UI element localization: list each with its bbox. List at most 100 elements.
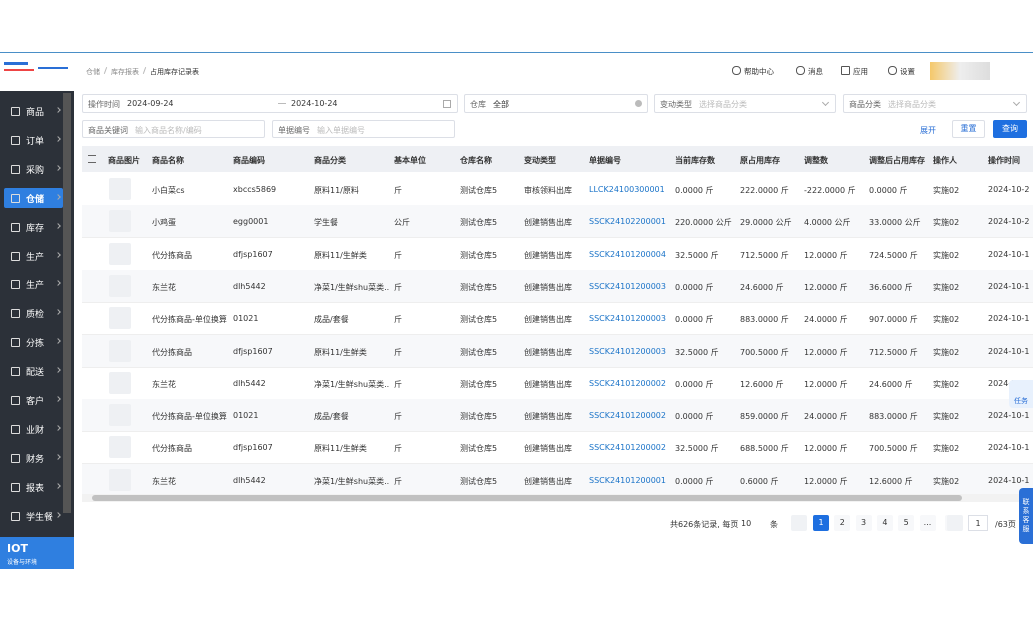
action-icon [796,66,805,75]
prev-button[interactable] [791,515,807,531]
column-header[interactable]: 操作时间 [988,156,1020,165]
filter-field[interactable]: 单据编号 输入单据编号 [272,120,455,138]
menu-icon [11,309,20,319]
filter-field[interactable]: 商品分类 选择商品分类 [843,94,1027,113]
cell[interactable]: LLCK24100300001 [589,185,665,194]
cell[interactable]: SSCK24101200004 [589,249,666,259]
action-label[interactable]: 帮助中心 [744,67,774,76]
column-header[interactable]: 商品编码 [233,156,265,165]
cell[interactable]: SSCK24101200002 [589,411,666,421]
column-header[interactable]: 变动类型 [524,156,556,165]
dropdown-arrow [821,98,830,107]
cell[interactable]: SSCK24102200001 [589,217,666,227]
column-header[interactable]: 基本单位 [394,156,426,165]
menu-icon [11,396,20,405]
cell: 724.5000 斤 [869,250,918,260]
clear-icon[interactable] [635,100,642,107]
menu-item[interactable]: 生产 [0,246,63,266]
column-header[interactable]: 仓库名称 [460,156,492,165]
column-header[interactable]: 单据编号 [589,156,621,165]
action-label[interactable]: 设置 [900,67,915,76]
menu-item[interactable]: 配送 [0,361,63,381]
cell: 创建销售出库 [524,347,572,357]
menu-label: 商品 [26,108,45,118]
next-button[interactable] [947,515,963,531]
cell: egg0001 [233,217,269,227]
page-button[interactable]: 1 [813,515,829,531]
menu-item[interactable]: 订单 [0,130,63,150]
column-header[interactable]: 调整数 [804,156,828,165]
page-button[interactable]: 4 [876,515,893,531]
breadcrumb-item[interactable]: 库存报表 [111,68,139,76]
cell: 24.6000 斤 [740,282,784,292]
cell[interactable]: SSCK24101200003 [589,346,666,356]
cell[interactable]: SSCK24101200003 [589,314,666,324]
avatar[interactable] [930,62,990,80]
page-size-select[interactable]: 10 [737,515,767,531]
filter-field[interactable]: 变动类型 选择商品分类 [654,94,836,113]
menu-item[interactable]: 业财 [0,419,63,439]
menu-item[interactable]: 仓储 [4,187,63,208]
menu-item[interactable]: 采购 [0,159,63,179]
page-button[interactable]: 5 [898,515,915,531]
filter-field[interactable]: 仓库 全部 [464,94,648,113]
product-image [109,307,131,330]
menu-item[interactable]: 报表 [0,477,63,497]
cell[interactable]: SSCK24101200003 [589,281,666,291]
cell: 实施02 [933,347,960,357]
menu-item[interactable]: 分拣 [0,332,63,352]
column-header[interactable]: 操作人 [933,156,957,165]
cell[interactable]: SSCK24101200002 [589,378,666,388]
expand-button[interactable]: 展开 [920,126,936,135]
table-row: 东兰花 dlh5442 净菜1/生鲜shu菜类... 斤 测试仓库5 创建销售出库 SSCK… [82,463,1033,496]
cell: 0.0000 斤 [675,379,714,389]
breadcrumb-item[interactable]: 仓储 [86,68,100,76]
table-row: 代分拣商品-单位换算 01021 成品/套餐 斤 测试仓库5 创建销售出库 SSCK2410… [82,399,1033,433]
cell[interactable]: SSCK24101200002 [589,443,666,453]
cell: dlh5442 [233,475,266,485]
reset-button[interactable]: 重置 [952,120,985,138]
column-header[interactable]: 原占用库存 [740,156,780,165]
menu-item[interactable]: 客户 [0,390,63,410]
cell[interactable]: SSCK24101200001 [589,475,666,485]
task-button[interactable]: 任务 [1009,380,1033,408]
menu-item[interactable]: 质检 [0,303,63,323]
column-header[interactable]: 商品名称 [152,156,184,165]
column-header[interactable]: 调整后占用库存 [869,156,925,165]
menu-item[interactable]: 学生餐 [0,506,63,526]
iot-box[interactable]: IOT 设备与环境 [0,537,74,569]
cell: 12.6000 斤 [869,476,913,486]
cell: 01021 [233,411,259,421]
menu-item[interactable]: 库存 [0,217,63,237]
service-button[interactable]: 联系客服 [1019,488,1033,544]
product-image [109,178,131,200]
column-header[interactable]: 商品图片 [108,156,140,165]
table-header [82,146,1033,172]
cell: 24.0000 斤 [804,315,848,325]
page-button[interactable]: 3 [855,515,872,531]
cell: 原料11/生鲜类 [314,347,367,357]
filter-value: 全部 [493,100,509,109]
menu-item[interactable]: 财务 [0,448,63,468]
column-header[interactable]: 商品分类 [314,156,346,165]
page-jump[interactable]: 1 [968,515,988,531]
menu-item[interactable]: 生产 [0,274,63,294]
page-button[interactable]: 2 [834,515,851,531]
menu-arrow [55,367,61,373]
action-label[interactable]: 应用 [853,67,868,76]
filter-field[interactable]: 操作时间 2024-09-24 2024-10-24 [82,94,458,113]
menu-item[interactable]: 商品 [0,101,63,121]
cell: 测试仓库5 [460,218,498,228]
menu-arrow [55,309,61,316]
search-button[interactable]: 查询 [993,120,1027,138]
cell: 29.0000 公斤 [740,218,792,228]
page-button[interactable]: ... [919,515,936,531]
h-scroll-thumb[interactable] [92,495,962,501]
filter-label: 变动类型 [660,100,692,109]
filter-field[interactable]: 商品关键词 输入商品名称/编码 [82,120,265,138]
cell: 净菜1/生鲜shu菜类... [314,282,390,292]
logo-area [0,53,74,91]
action-label[interactable]: 消息 [808,67,823,76]
cell: 东兰花 [152,476,176,486]
column-header[interactable]: 当前库存数 [675,156,715,165]
